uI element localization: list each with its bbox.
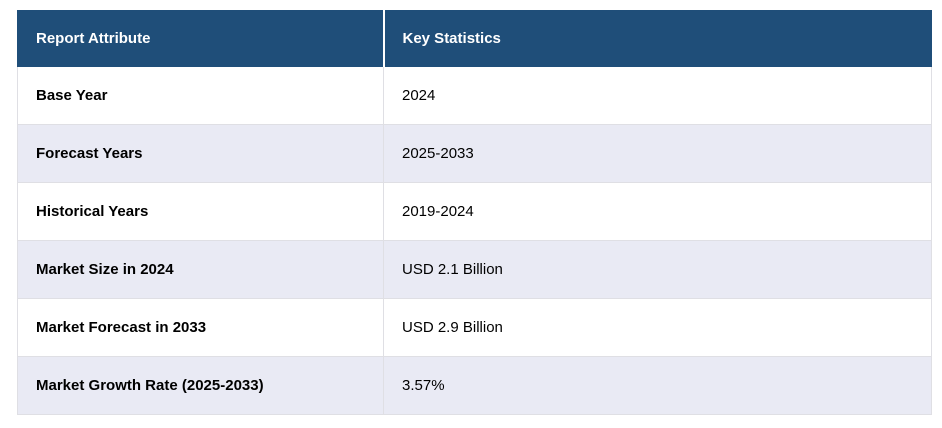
report-attribute-header: Report Attribute xyxy=(17,10,384,67)
attribute-cell: Forecast Years xyxy=(17,124,384,183)
attribute-cell: Historical Years xyxy=(17,182,384,241)
value-cell: 2025-2033 xyxy=(383,124,932,183)
table-row: Market Growth Rate (2025-2033) 3.57% xyxy=(17,356,932,415)
attribute-cell: Base Year xyxy=(17,66,384,125)
value-cell: USD 2.1 Billion xyxy=(383,240,932,299)
attribute-cell: Market Forecast in 2033 xyxy=(17,298,384,357)
value-cell: 2024 xyxy=(383,66,932,125)
value-cell: 3.57% xyxy=(383,356,932,415)
value-cell: 2019-2024 xyxy=(383,182,932,241)
stats-table: Report Attribute Key Statistics Base Yea… xyxy=(17,10,932,415)
table-row: Market Forecast in 2033 USD 2.9 Billion xyxy=(17,298,932,357)
table-row: Forecast Years 2025-2033 xyxy=(17,124,932,183)
attribute-cell: Market Size in 2024 xyxy=(17,240,384,299)
table-row: Base Year 2024 xyxy=(17,66,932,125)
table-header-row: Report Attribute Key Statistics xyxy=(17,10,932,67)
table-row: Market Size in 2024 USD 2.1 Billion xyxy=(17,240,932,299)
attribute-cell: Market Growth Rate (2025-2033) xyxy=(17,356,384,415)
report-statistics-table: Report Attribute Key Statistics Base Yea… xyxy=(17,10,932,415)
key-statistics-header: Key Statistics xyxy=(382,10,932,67)
value-cell: USD 2.9 Billion xyxy=(383,298,932,357)
table-row: Historical Years 2019-2024 xyxy=(17,182,932,241)
